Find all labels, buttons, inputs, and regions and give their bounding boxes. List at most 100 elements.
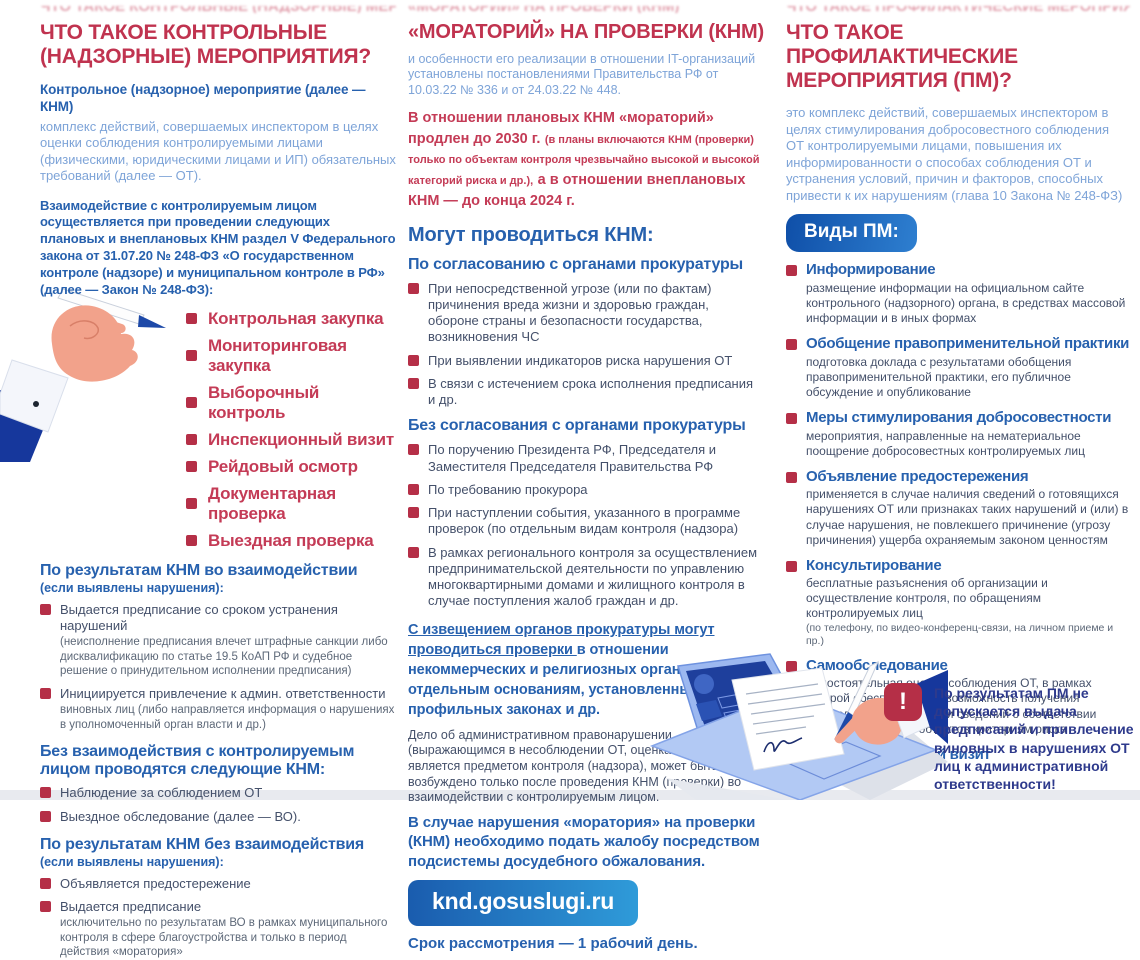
bullet-main: Выдается предписание со сроком устранени… [60, 601, 338, 633]
list-item: Документарная проверка [186, 484, 396, 524]
square-bullet-icon [786, 660, 797, 672]
cropped-text: «МОРАТОРИЙ» НА ПРОВЕРКИ (КНМ) [408, 6, 760, 13]
without-approval-title: Без согласования с органами прокуратуры [408, 417, 746, 435]
bullet-note: (неисполнение предписания влечет штрафны… [60, 636, 388, 678]
square-bullet-icon [786, 413, 797, 425]
cropped-print-artifact: «МОРАТОРИЙ» НА ПРОВЕРКИ (КНМ) [408, 6, 760, 13]
square-bullet-icon [40, 900, 51, 912]
prosecutor-notice: С извещением органов прокуратуры могут п… [408, 620, 760, 720]
pm-kinds-badge: Виды ПМ: [786, 214, 917, 253]
pm-entry-title: Обобщение правоприменительной практики [806, 335, 1130, 353]
list-item: Рейдовый осмотр [186, 457, 396, 477]
pm-entry-title: Консультирование [806, 556, 942, 574]
list-item: Обобщение правоприменительной практики по… [786, 336, 1130, 400]
pen-tip-icon [138, 315, 166, 328]
pm-entry-title: Меры стимулирования добросовестности [806, 409, 1112, 427]
list-item: Объявляется предостережение [40, 876, 396, 892]
bullet-text: При наступлении события, указанного в пр… [428, 505, 741, 537]
signature [763, 737, 803, 753]
pm-definition: это комплекс действий, совершаемых инспе… [786, 105, 1123, 203]
square-bullet-icon [40, 787, 51, 799]
list-item: Меры стимулирования добросовестности меро… [786, 410, 1130, 459]
moratorium-subtitle: и особенности его реализации в отношении… [408, 52, 756, 97]
pm-entry-title: Информирование [806, 261, 936, 279]
pen-barrel [57, 288, 145, 325]
screen-avatar [694, 674, 714, 694]
list-item: При наступлении события, указанного в пр… [408, 505, 760, 538]
list-item: По требованию прокурора [408, 482, 760, 498]
list-item: Консультирование бесплатные разъяснения о… [786, 556, 1130, 648]
square-bullet-icon [186, 397, 197, 409]
list-item: Инициируется привлечение к админ. ответс… [40, 686, 396, 732]
cuff-button [33, 401, 39, 407]
moratorium-main: а в отношении внеплановых КНМ — до конца… [408, 172, 746, 209]
square-bullet-icon [408, 546, 419, 558]
bullet-main: Инициируется привлечение к админ. ответс… [60, 685, 386, 701]
bullet-text: Выдается предписание со сроком устранени… [60, 602, 396, 679]
bullet-text: Наблюдение за соблюдением ОТ [60, 785, 263, 801]
moratorium-title: «МОРАТОРИЙ» НА ПРОВЕРКИ (КНМ) [408, 21, 764, 43]
section-title: Без взаимодействия с контролируемым лицо… [40, 743, 355, 778]
list-item: Информирование размещение информации на о… [786, 262, 1130, 326]
with-approval-title: По согласованию с органами прокуратуры [408, 255, 743, 273]
knm-definition-text: комплекс действий, совершаемых инспектор… [40, 118, 396, 184]
pm-entry: Объявление предостережения применяется в … [806, 468, 1130, 548]
paper-line [752, 715, 815, 725]
bullet-text: По поручению Президента РФ, Председателя… [428, 442, 717, 474]
sleeve [916, 670, 948, 744]
cropped-print-artifact: ЧТО ТАКОЕ ПРОФИЛАКТИЧЕСКИЕ МЕРОПРИЯТИЯ (… [786, 6, 1130, 13]
violation-paragraph: В случае нарушения «моратория» на провер… [408, 813, 760, 870]
pm-entry-desc: мероприятия, направленные на нематериаль… [806, 428, 1085, 458]
pm-entry: Обобщение правоприменительной практики по… [806, 336, 1130, 400]
cropped-text: ЧТО ТАКОЕ ПРОФИЛАКТИЧЕСКИЕ МЕРОПРИЯТИЯ (… [786, 6, 1130, 13]
knm-type-label: Рейдовый осмотр [208, 456, 358, 476]
section-subtitle: (если выявлены нарушения): [40, 854, 224, 869]
footer-bar [0, 790, 1140, 800]
square-bullet-icon [408, 282, 419, 294]
bullet-main: Объявляется предостережение [60, 875, 251, 891]
review-term: Срок рассмотрения — 1 рабочий день. [408, 935, 698, 953]
knm-type-label: Мониторинговая закупка [208, 335, 347, 375]
bullet-text: В связи с истечением срока исполнения пр… [428, 375, 754, 408]
knm-law-paragraph: Взаимодействие с контролируемым лицом ос… [40, 197, 396, 298]
section-subtitle: (если выявлены нарушения): [40, 580, 224, 595]
finger [834, 714, 862, 744]
list-item: Выдается предписание исключительно по рез… [40, 899, 396, 960]
square-bullet-icon [40, 810, 51, 822]
bullet-text: В рамках регионального контроля за осуще… [428, 544, 758, 609]
thumb-line [69, 320, 100, 340]
pm-entry-desc: размещение информации на официальном сай… [806, 280, 1126, 326]
screen-shape [696, 700, 722, 721]
prosecutor-notice-rest: в отношении некоммерческих и религиозных… [408, 641, 752, 718]
hand-pen-illustration [0, 288, 166, 462]
list-item: Мониторинговая закупка [186, 336, 396, 376]
finger [84, 312, 126, 334]
knm-types-list: Контрольная закупка Мониторинговая закуп… [186, 309, 396, 551]
knm-type-label: Документарная проверка [208, 483, 336, 523]
square-bullet-icon [186, 313, 197, 325]
square-bullet-icon [408, 444, 419, 456]
knm-type-label: Инспекционный визит [208, 429, 395, 449]
shadow [666, 778, 788, 800]
square-bullet-icon [786, 471, 797, 483]
list-item: Выездное обследование (далее — ВО). [40, 809, 396, 825]
may-conduct-title: Могут проводиться КНМ: [408, 223, 654, 246]
gosuslugi-link-button[interactable]: knd.gosuslugi.ru [408, 880, 639, 927]
list-item: При непосредственной угрозе (или по факт… [408, 281, 760, 346]
paper-line [755, 726, 807, 735]
cropped-print-artifact: ЧТО ТАКОЕ КОНТРОЛЬНЫЕ (НАДЗОРНЫЕ) МЕРОПР… [40, 6, 396, 13]
list-item: Выдается предписание со сроком устранени… [40, 602, 396, 679]
square-bullet-icon [186, 350, 197, 362]
cuff [0, 359, 69, 433]
list-item: Инспекционный визит [186, 430, 396, 450]
square-bullet-icon [786, 265, 797, 277]
square-bullet-icon [786, 339, 797, 351]
bullet-text: По требованию прокурора [428, 481, 588, 497]
list-item: В связи с истечением срока исполнения пр… [408, 376, 760, 409]
square-bullet-icon [786, 560, 797, 572]
cropped-text: ЧТО ТАКОЕ КОНТРОЛЬНЫЕ (НАДЗОРНЫЕ) МЕРОПР… [40, 6, 396, 13]
column-knm: ЧТО ТАКОЕ КОНТРОЛЬНЫЕ (НАДЗОРНЫЕ) МЕРОПР… [40, 0, 396, 960]
list-item: По поручению Президента РФ, Председателя… [408, 442, 760, 475]
section-title: По результатам КНМ во взаимодействии [40, 561, 358, 579]
square-bullet-icon [40, 877, 51, 889]
